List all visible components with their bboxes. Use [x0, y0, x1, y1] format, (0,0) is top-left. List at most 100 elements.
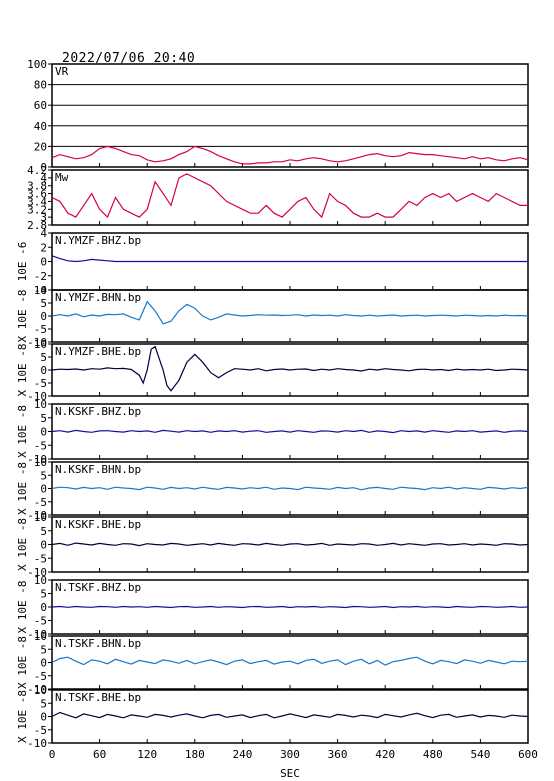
x-axis-label: SEC — [280, 767, 300, 780]
y-tick-label: -5 — [34, 377, 47, 390]
series-line — [51, 300, 529, 325]
y-axis-label: X 10E -8 — [16, 636, 29, 689]
y-tick-label: 20 — [34, 140, 47, 153]
panel-label: N.YMZF.BHE.bp — [55, 345, 141, 358]
y-tick-label: 2 — [40, 241, 47, 254]
panel-label: N.KSKF.BHE.bp — [55, 518, 141, 531]
y-tick-label: -5 — [34, 724, 47, 737]
y-tick-label: -5 — [34, 496, 47, 509]
panel-0: 0 20 40 60 80 100 VR — [27, 58, 529, 174]
y-tick-label: -4 — [34, 284, 48, 297]
y-axis-label: X 10E -8 — [16, 290, 29, 343]
x-tick-label: 120 — [137, 748, 157, 761]
series-line — [51, 345, 529, 392]
y-tick-label: -5 — [34, 552, 47, 565]
y-tick-label: 5 — [40, 297, 47, 310]
y-tick-label: -10 — [27, 390, 47, 403]
panel-label: N.TSKF.BHZ.bp — [55, 581, 141, 594]
y-tick-label: -2 — [34, 270, 47, 283]
y-tick-label: 40 — [34, 120, 47, 133]
y-tick-label: 10 — [34, 630, 47, 643]
panel-label: Mw — [55, 171, 69, 184]
y-tick-label: -5 — [34, 439, 47, 452]
y-tick-label: 10 — [34, 338, 47, 351]
series-line — [51, 656, 529, 666]
y-tick-label: 3.6 — [27, 188, 47, 201]
y-tick-label: -5 — [34, 615, 47, 628]
y-tick-label: 3.4 — [27, 195, 47, 208]
y-axis-label: X 10E -8 — [16, 405, 29, 458]
series-line — [51, 605, 529, 609]
y-tick-label: -10 — [27, 737, 47, 750]
panel-1: 2.833.23.43.63.844.2 Mw — [27, 164, 529, 232]
series-line — [51, 486, 529, 491]
panel-8: -10-505 10 N.TSKF.BHZ.bp X 10E -8 — [16, 574, 529, 641]
y-tick-label: 2.8 — [27, 219, 47, 232]
y-tick-label: 3.2 — [27, 203, 47, 216]
panel-label: N.YMZF.BHN.bp — [55, 291, 141, 304]
panel-label: N.KSKF.BHN.bp — [55, 463, 141, 476]
y-tick-label: -10 — [27, 509, 47, 522]
chart-title: 2022/07/06 20:40 — [62, 51, 195, 66]
y-axis-label: X 10E -8 — [16, 344, 29, 397]
y-tick-label: 0 — [40, 483, 47, 496]
y-tick-label: 5 — [40, 469, 47, 482]
panel-frame — [51, 169, 529, 226]
panel-label: N.TSKF.BHE.bp — [55, 691, 141, 704]
series-line — [51, 542, 529, 547]
panel-2: -4-20 24 N.YMZF.BHZ.bp 10E -6 — [16, 227, 529, 297]
y-tick-label: 60 — [34, 99, 47, 112]
y-axis-label: 10E -6 — [16, 242, 29, 282]
y-tick-label: 0 — [40, 657, 47, 670]
x-tick-label: 60 — [93, 748, 106, 761]
y-tick-label: -5 — [34, 670, 47, 683]
panel-label: VR — [55, 65, 69, 78]
y-tick-label: 0 — [40, 711, 47, 724]
y-tick-label: 0 — [40, 256, 47, 269]
y-tick-label: -10 — [27, 628, 47, 641]
y-tick-label: 4 — [40, 172, 47, 185]
y-tick-label: -10 — [27, 336, 47, 349]
y-tick-label: 5 — [40, 643, 47, 656]
panels-group: 020406080100VR2.833.23.43.63.844.2Mw-4-2… — [16, 58, 529, 750]
x-tick-label: 240 — [232, 748, 252, 761]
y-tick-label: 5 — [40, 697, 47, 710]
y-tick-label: 0 — [40, 426, 47, 439]
series-line — [51, 173, 528, 219]
y-tick-label: 80 — [34, 79, 47, 92]
y-tick-label: -10 — [27, 453, 47, 466]
x-tick-label: 540 — [470, 748, 490, 761]
y-tick-label: 10 — [34, 398, 47, 411]
y-axis-label: X 10E -8 — [16, 581, 29, 634]
y-tick-label: -10 — [27, 683, 47, 696]
x-tick-label: 600 — [518, 748, 538, 761]
y-axis-label: X 10E -8 — [16, 690, 29, 743]
y-tick-label: 5 — [40, 351, 47, 364]
y-tick-label: 0 — [40, 161, 47, 174]
x-axis: 0 60 120 180 240 300 360 420 480 540 600 — [49, 748, 538, 761]
y-axis-label: X 10E -8 — [16, 518, 29, 571]
x-tick-label: 0 — [49, 748, 56, 761]
series-line — [51, 429, 529, 434]
y-tick-label: 0 — [40, 539, 47, 552]
y-tick-label: 0 — [40, 601, 47, 614]
y-tick-label: 10 — [34, 511, 47, 524]
y-tick-label: 5 — [40, 525, 47, 538]
y-tick-label: 10 — [34, 284, 47, 297]
y-tick-label: 3 — [40, 211, 47, 224]
y-tick-label: 0 — [40, 310, 47, 323]
y-tick-label: 5 — [40, 588, 47, 601]
x-tick-label: 360 — [328, 748, 348, 761]
x-tick-label: 420 — [375, 748, 395, 761]
x-tick-label: 180 — [185, 748, 205, 761]
y-tick-label: -5 — [34, 323, 47, 336]
y-axis-label: X 10E -8 — [16, 462, 29, 515]
x-tick-label: 300 — [280, 748, 300, 761]
y-tick-label: 3.8 — [27, 180, 47, 193]
